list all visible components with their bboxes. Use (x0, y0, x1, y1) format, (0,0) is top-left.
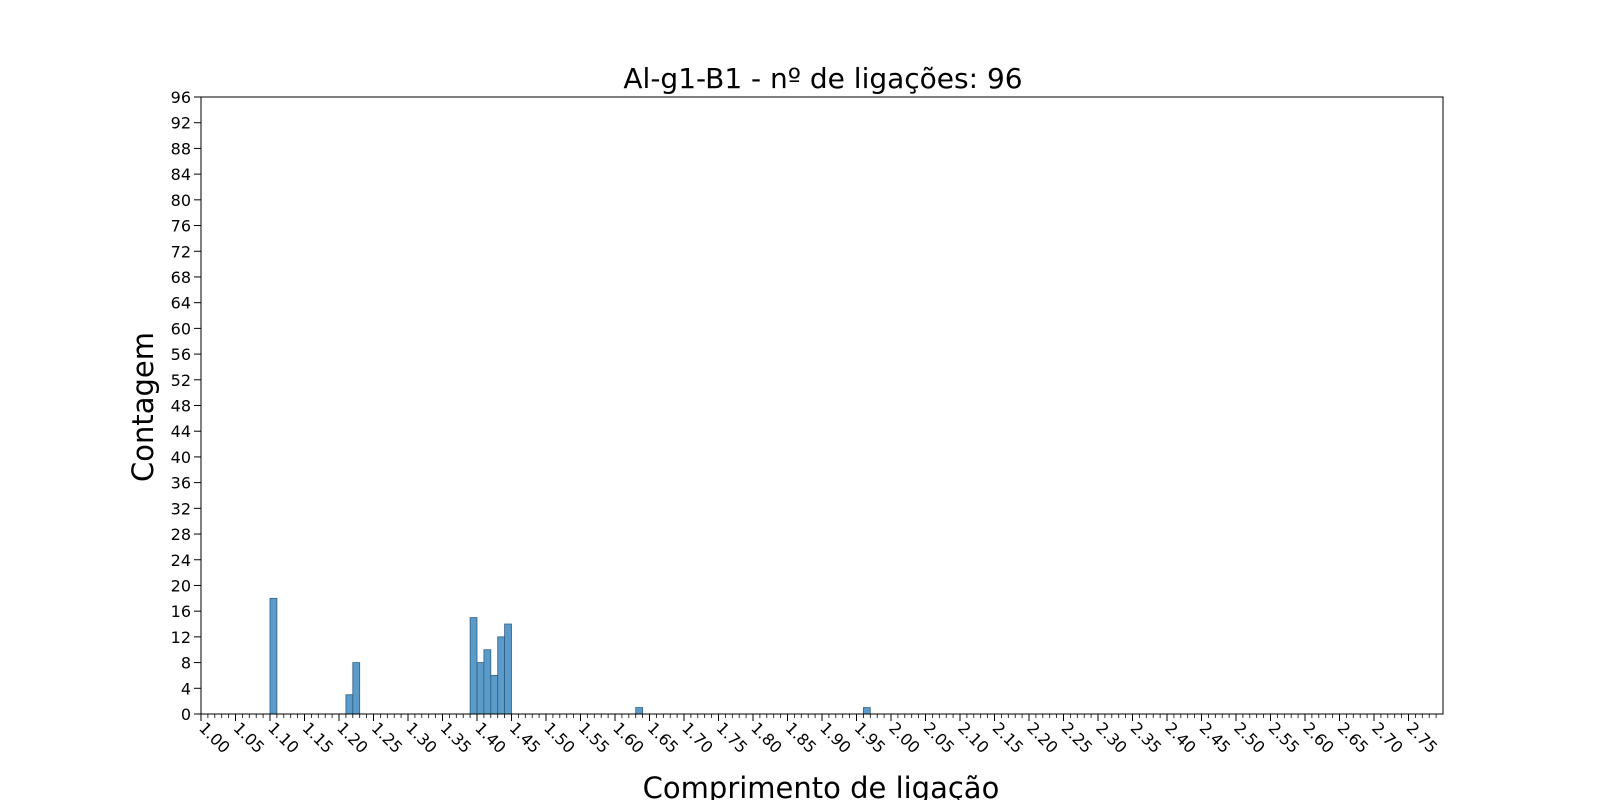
x-tick-label-27: 2.35 (1127, 718, 1166, 757)
x-tick-label-31: 2.55 (1265, 718, 1304, 757)
x-tick-label-0: 1.00 (195, 718, 234, 757)
x-tick-label-6: 1.30 (402, 718, 441, 757)
y-tick-label-15: 60 (171, 319, 191, 338)
x-minor-ticks (207, 714, 1437, 718)
x-tick-label-21: 2.05 (920, 718, 959, 757)
y-tick-label-19: 76 (171, 217, 191, 236)
x-tick-label-12: 1.60 (609, 718, 648, 757)
x-tick-label-16: 1.80 (747, 718, 786, 757)
y-tick-label-13: 52 (171, 371, 191, 390)
y-tick-label-7: 28 (171, 525, 191, 544)
y-tick-label-17: 68 (171, 268, 191, 287)
x-tick-label-2: 1.10 (264, 718, 303, 757)
y-tick-label-10: 40 (171, 448, 191, 467)
y-tick-label-24: 96 (171, 88, 191, 107)
x-tick-label-18: 1.90 (816, 718, 855, 757)
bar-10 (863, 707, 871, 715)
bar-1 (345, 694, 354, 715)
x-tick-label-30: 2.50 (1230, 718, 1269, 757)
x-tick-label-13: 1.65 (644, 718, 683, 757)
bar-6 (490, 675, 499, 715)
y-axis-title: Contagem (126, 332, 160, 482)
y-tick-label-3: 12 (171, 628, 191, 647)
y-tick-label-5: 20 (171, 576, 191, 595)
x-tick-label-3: 1.15 (299, 718, 338, 757)
y-tick-label-6: 24 (171, 551, 191, 570)
x-tick-label-8: 1.40 (471, 718, 510, 757)
x-tick-label-19: 1.95 (851, 718, 890, 757)
x-tick-label-35: 2.75 (1403, 718, 1442, 757)
x-tick-label-28: 2.40 (1161, 718, 1200, 757)
bar-5 (483, 649, 492, 715)
y-tick-label-9: 36 (171, 474, 191, 493)
y-tick-label-11: 44 (171, 422, 191, 441)
x-tick-label-29: 2.45 (1196, 718, 1235, 757)
x-tick-label-24: 2.20 (1023, 718, 1062, 757)
x-tick-label-23: 2.15 (989, 718, 1028, 757)
y-tick-label-1: 4 (181, 679, 191, 698)
x-tick-label-11: 1.55 (575, 718, 614, 757)
x-tick-label-26: 2.30 (1092, 718, 1131, 757)
y-tick-label-23: 92 (171, 114, 191, 133)
x-tick-label-10: 1.50 (540, 718, 579, 757)
x-tick-label-33: 2.65 (1334, 718, 1373, 757)
x-tick-label-22: 2.10 (954, 718, 993, 757)
chart-title: Al-g1-B1 - nº de ligações: 96 (623, 62, 1022, 95)
y-tick-label-4: 16 (171, 602, 191, 621)
x-tick-label-32: 2.60 (1299, 718, 1338, 757)
x-tick-label-1: 1.05 (230, 718, 269, 757)
bar-2 (352, 662, 361, 715)
bar-9 (635, 707, 644, 715)
x-tick-label-4: 1.20 (333, 718, 372, 757)
y-tick-label-2: 8 (181, 654, 191, 673)
bar-3 (469, 617, 478, 715)
x-tick-label-17: 1.85 (782, 718, 821, 757)
bar-8 (504, 623, 512, 715)
y-tick-label-12: 48 (171, 397, 191, 416)
x-tick-label-34: 2.70 (1368, 718, 1407, 757)
x-tick-label-9: 1.45 (506, 718, 545, 757)
y-tick-label-21: 84 (171, 165, 191, 184)
x-axis: 1.001.051.101.151.201.251.301.351.401.45… (195, 714, 1441, 757)
y-tick-label-8: 32 (171, 499, 191, 518)
x-tick-label-15: 1.75 (713, 718, 752, 757)
bar-7 (497, 636, 506, 715)
y-tick-label-16: 64 (171, 294, 191, 313)
y-axis: 0481216202428323640444852566064687276808… (171, 88, 201, 724)
y-tick-label-18: 72 (171, 242, 191, 261)
x-axis-title: Comprimento de ligação (643, 771, 1000, 800)
x-tick-label-14: 1.70 (678, 718, 717, 757)
y-tick-label-0: 0 (181, 705, 191, 724)
x-tick-label-25: 2.25 (1058, 718, 1097, 757)
x-tick-label-5: 1.25 (368, 718, 407, 757)
y-tick-label-22: 88 (171, 139, 191, 158)
x-tick-label-7: 1.35 (437, 718, 476, 757)
bars-group (269, 597, 871, 715)
plot-frame (200, 96, 1444, 715)
bar-0 (269, 597, 278, 715)
y-tick-label-20: 80 (171, 191, 191, 210)
x-tick-label-20: 2.00 (885, 718, 924, 757)
bar-4 (476, 662, 485, 715)
y-tick-label-14: 56 (171, 345, 191, 364)
